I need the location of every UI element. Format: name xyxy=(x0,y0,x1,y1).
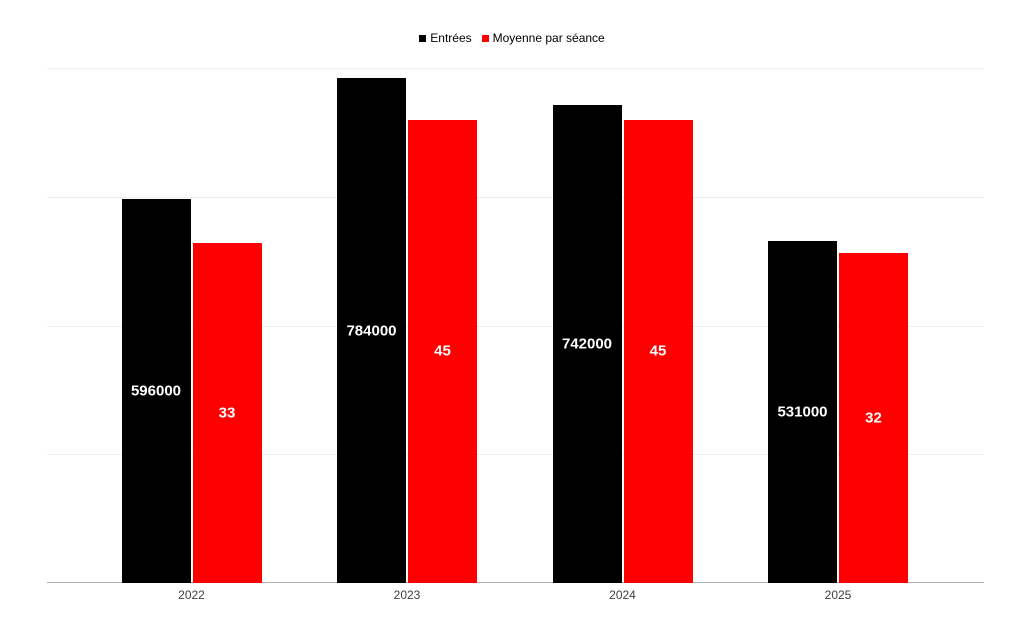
legend-marker-entrees-icon xyxy=(419,34,427,42)
x-axis-label-2023: 2023 xyxy=(393,588,421,602)
x-axis-line xyxy=(47,582,984,583)
x-axis-label-2022: 2022 xyxy=(178,588,205,602)
legend-label-entrees: Entrées xyxy=(430,31,472,45)
bar-entrees-2025[interactable]: 531000 xyxy=(768,241,837,583)
gridline xyxy=(47,68,984,69)
bar-value-label: 784000 xyxy=(346,322,397,340)
bar-value-label: 742000 xyxy=(561,335,613,353)
bar-value-label: 32 xyxy=(865,409,882,427)
legend-item-entrees[interactable]: Entrées xyxy=(419,31,472,45)
legend-label-moyenne: Moyenne par séance xyxy=(492,31,605,45)
bar-moyenne-2023[interactable]: 45 xyxy=(408,119,477,583)
gridline xyxy=(47,454,984,456)
x-axis-label-2025: 2025 xyxy=(824,588,852,602)
chart-legend: Entrées Moyenne par séance xyxy=(0,31,1024,45)
bar-entrees-2024[interactable]: 742000 xyxy=(552,105,622,583)
bar-moyenne-2024[interactable]: 45 xyxy=(623,119,693,583)
bar-value-label: 33 xyxy=(218,404,236,422)
bar-value-label: 45 xyxy=(649,342,667,360)
bar-moyenne-2022[interactable]: 33 xyxy=(192,243,262,583)
gridline xyxy=(47,196,984,198)
legend-marker-moyenne-icon xyxy=(481,34,489,42)
x-axis-label-2024: 2024 xyxy=(609,588,636,602)
bar-entrees-2022[interactable]: 596000 xyxy=(121,199,191,583)
bar-value-label: 596000 xyxy=(130,382,182,400)
bar-value-label: 531000 xyxy=(777,403,828,421)
gridline xyxy=(47,325,984,327)
bar-value-label: 45 xyxy=(434,342,451,360)
legend-item-moyenne[interactable]: Moyenne par séance xyxy=(481,31,605,45)
bar-entrees-2023[interactable]: 784000 xyxy=(337,78,406,583)
bar-moyenne-2025[interactable]: 32 xyxy=(839,253,908,583)
plot-area: 596000 33 784000 45 742000 45 531000 32 xyxy=(47,68,984,583)
